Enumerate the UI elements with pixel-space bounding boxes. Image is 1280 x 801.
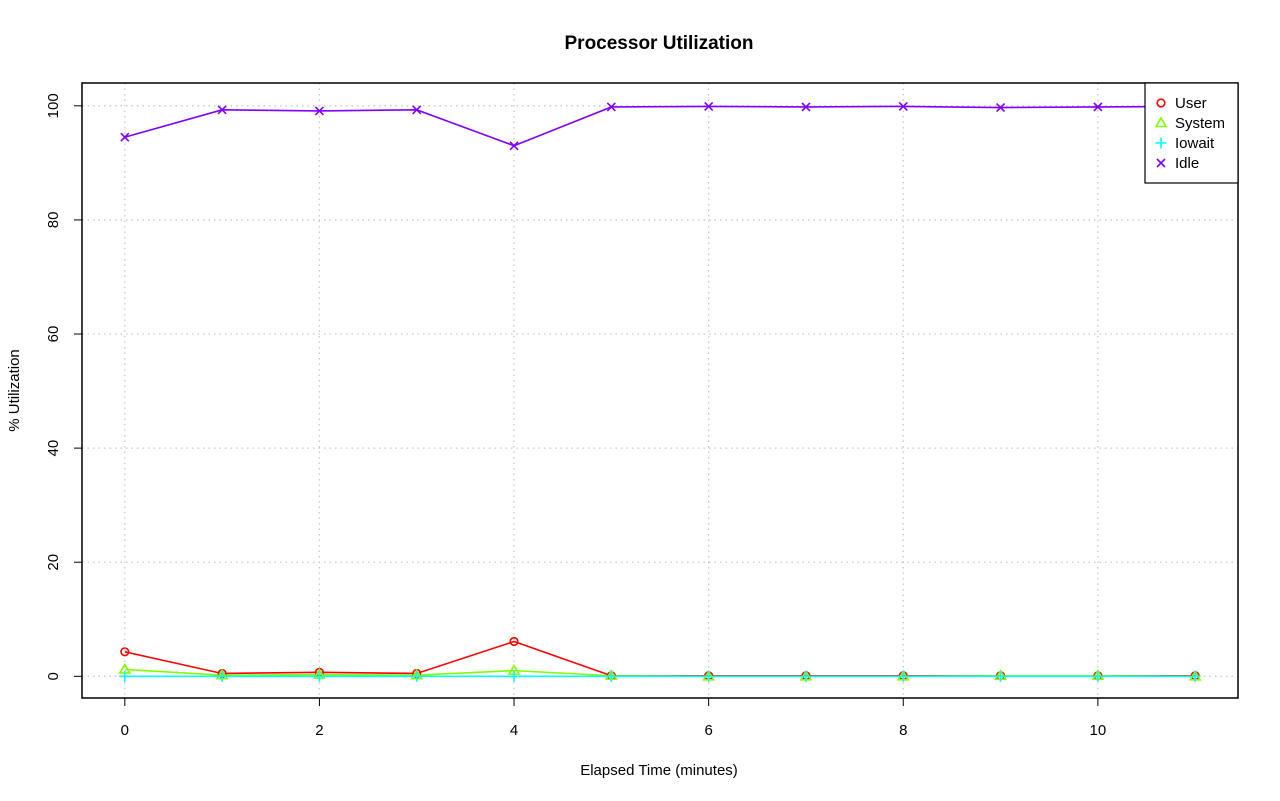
data-point-iowait [800,670,812,682]
data-point-idle [801,102,811,112]
legend-label-system: System [1175,115,1225,132]
data-point-iowait [897,670,909,682]
data-point-iowait [508,670,520,682]
x-tick-label: 0 [121,722,129,739]
y-tick-label: 0 [45,672,62,680]
data-point-iowait [313,670,325,682]
data-point-iowait [703,670,715,682]
y-tick-label: 20 [45,554,62,571]
y-axis-label: % Utilization [6,349,23,432]
x-tick-label: 8 [899,722,907,739]
legend-label-iowait: Iowait [1175,135,1215,152]
legend-marker-idle [1156,158,1166,168]
data-point-idle [704,101,714,111]
grid [82,83,1238,698]
legend-label-user: User [1175,95,1207,112]
x-tick-label: 4 [510,722,518,739]
data-point-idle [898,101,908,111]
y-tick-label: 60 [45,326,62,343]
legend-marker-system [1154,116,1168,128]
data-point-idle [120,132,130,142]
plot-frame [81,82,1239,699]
legend-label-idle: Idle [1175,155,1199,172]
legend-marker-user [1156,98,1166,108]
data-point-idle [606,102,616,112]
data-point-iowait [216,670,228,682]
legend: User System Iowait Idle [1144,82,1239,184]
x-axis: 0 2 4 6 8 10 [121,698,1107,739]
series-line-user [124,640,1196,677]
x-tick-label: 2 [315,722,323,739]
data-point-user [120,647,130,657]
y-tick-label: 80 [45,212,62,229]
y-tick-label: 100 [45,93,62,118]
data-point-iowait [1092,670,1104,682]
data-point-user [509,636,519,647]
y-axis: 0 20 40 60 80 100 [45,93,82,680]
data-point-idle [217,105,227,115]
chart-title: Processor Utilization [565,33,754,54]
legend-marker-iowait [1155,137,1167,149]
data-point-iowait [605,670,617,682]
data-point-idle [996,102,1006,113]
data-point-idle [314,106,324,116]
data-point-idle [412,105,422,115]
data-point-iowait [411,670,423,682]
data-point-iowait [1189,670,1201,682]
data-point-idle [1093,102,1103,112]
x-axis-label: Elapsed Time (minutes) [580,762,738,779]
data-point-iowait [995,670,1007,682]
data-point-idle [509,141,519,151]
x-tick-label: 10 [1090,722,1107,739]
data-point-iowait [119,670,131,682]
series-line-idle [124,105,1196,147]
series-lines [124,105,1196,678]
y-tick-label: 40 [45,440,62,457]
x-tick-label: 6 [704,722,712,739]
series-markers [118,101,1202,682]
